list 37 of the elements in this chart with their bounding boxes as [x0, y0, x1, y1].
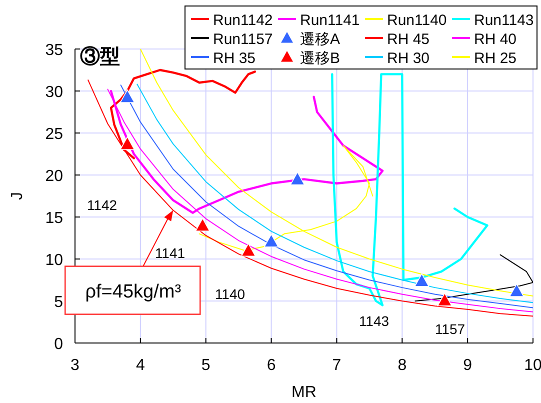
- x-tick-label: 4: [136, 357, 145, 374]
- x-axis-title: MR: [292, 384, 316, 401]
- legend-label: RH 45: [387, 31, 430, 48]
- y-tick-label: 15: [45, 210, 64, 227]
- y-tick-label: 5: [54, 294, 64, 311]
- legend-label: 遷移B: [300, 50, 340, 67]
- annotation: 1142: [86, 197, 118, 213]
- legend-label: RH 30: [387, 50, 430, 67]
- annotation: 1157: [434, 321, 466, 337]
- y-tick-label: 35: [45, 42, 64, 59]
- y-tick-label: 0: [54, 336, 64, 353]
- y-tick-label: 10: [45, 252, 64, 269]
- x-tick-label: 6: [266, 357, 276, 374]
- x-tick-label: 8: [398, 357, 407, 374]
- x-tick-label: 9: [463, 357, 472, 374]
- annotation: 1140: [214, 286, 246, 302]
- legend-label: Run1142: [213, 12, 273, 29]
- y-tick-label: 30: [45, 84, 64, 101]
- y-tick-label: 20: [45, 168, 64, 185]
- x-tick-label: 10: [524, 357, 541, 374]
- legend-label: Run1157: [213, 31, 273, 48]
- y-axis-title: J: [9, 192, 26, 200]
- legend-label: Run1140: [387, 12, 447, 29]
- legend-label: 遷移A: [300, 31, 340, 48]
- x-tick-label: 7: [332, 357, 342, 374]
- annotation: 1143: [358, 313, 390, 329]
- x-tick-label: 3: [70, 357, 80, 374]
- legend-label: RH 40: [474, 31, 517, 48]
- legend-label: RH 35: [213, 50, 256, 67]
- legend-label: RH 25: [474, 50, 517, 67]
- annotation: ρf=45kg/m³: [85, 281, 182, 302]
- y-tick-label: 25: [45, 126, 64, 143]
- legend-label: Run1141: [300, 12, 360, 29]
- x-tick-label: 5: [201, 357, 210, 374]
- annotation: 1141: [154, 245, 186, 261]
- legend-label: Run1143: [474, 12, 534, 29]
- chart-title: ③型: [80, 46, 120, 68]
